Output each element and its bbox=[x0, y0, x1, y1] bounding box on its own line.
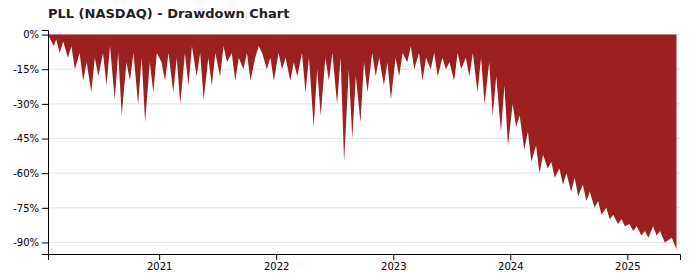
chart: 2021 2022 2023 2024 2025 0% -15% -30% -45% -60% -7… bbox=[0, 0, 700, 280]
x-tick: 2025 bbox=[615, 254, 640, 272]
title: PLL (NASDAQ) - Drawdown Chart bbox=[48, 6, 289, 21]
y-axis: 0% -15% -30% -45% -60% -75% -90% bbox=[13, 29, 48, 254]
x-tick-label: 2025 bbox=[615, 261, 640, 272]
drawdown-area bbox=[48, 35, 676, 250]
y-axis-line bbox=[42, 31, 49, 255]
x-tick-mark bbox=[510, 254, 511, 260]
x-axis: 2021 2022 2023 2024 2025 bbox=[49, 254, 681, 272]
y-tick: -60% bbox=[13, 168, 48, 179]
y-tick-mark bbox=[42, 139, 48, 140]
grid-line bbox=[48, 242, 680, 243]
y-tick-label: -30% bbox=[13, 99, 39, 110]
y-tick-mark bbox=[42, 35, 48, 36]
y-tick-mark bbox=[42, 104, 48, 105]
x-tick: 2022 bbox=[264, 254, 289, 272]
y-tick: -90% bbox=[13, 237, 48, 248]
x-tick-label: 2022 bbox=[264, 261, 289, 272]
y-tick-label: -75% bbox=[13, 203, 39, 214]
y-tick-mark bbox=[42, 173, 48, 174]
y-tick-label: -60% bbox=[13, 168, 39, 179]
x-tick-label: 2021 bbox=[147, 261, 172, 272]
grid-line bbox=[48, 207, 680, 208]
marks bbox=[48, 35, 676, 250]
y-tick: -45% bbox=[13, 133, 48, 144]
y-tick: -30% bbox=[13, 99, 48, 110]
x-tick: 2021 bbox=[147, 254, 172, 272]
x-tick-mark bbox=[627, 254, 628, 260]
y-tick: -15% bbox=[13, 64, 48, 75]
x-tick-label: 2024 bbox=[498, 261, 523, 272]
y-tick-mark bbox=[42, 69, 48, 70]
x-tick-mark bbox=[276, 254, 277, 260]
x-tick: 2024 bbox=[498, 254, 523, 272]
y-tick-label: 0% bbox=[23, 29, 39, 40]
y-tick: -75% bbox=[13, 203, 48, 214]
y-tick-label: -90% bbox=[13, 237, 39, 248]
y-tick-label: -45% bbox=[13, 133, 39, 144]
y-tick-mark bbox=[42, 208, 48, 209]
y-tick-label: -15% bbox=[13, 64, 39, 75]
plot: 2021 2022 2023 2024 2025 0% -15% -30% -45% -60% -7… bbox=[13, 29, 680, 272]
x-tick-mark bbox=[159, 254, 160, 260]
x-tick-label: 2023 bbox=[381, 261, 406, 272]
x-tick-mark bbox=[393, 254, 394, 260]
x-axis-line bbox=[49, 255, 681, 261]
x-tick: 2023 bbox=[381, 254, 406, 272]
y-tick-mark bbox=[42, 242, 48, 243]
y-tick: 0% bbox=[23, 29, 48, 40]
